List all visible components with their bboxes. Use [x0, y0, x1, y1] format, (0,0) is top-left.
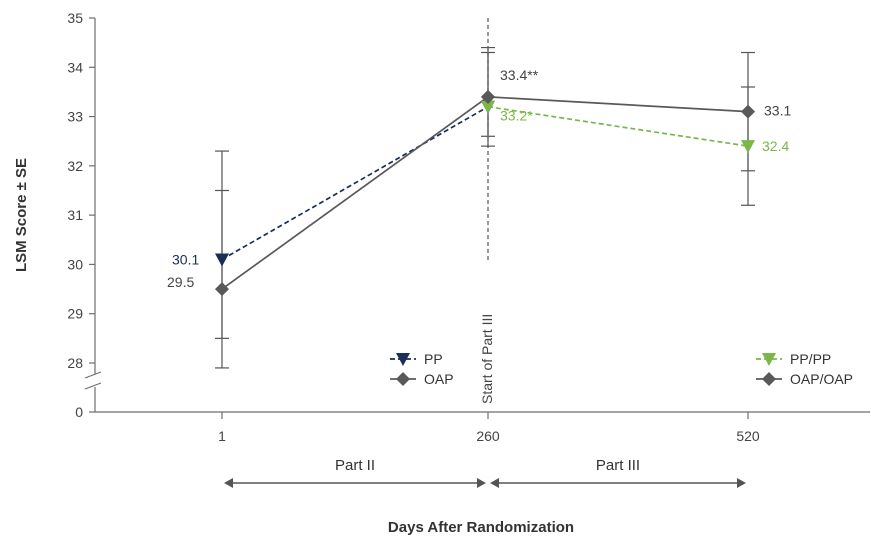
arrow-head [477, 478, 486, 488]
data-point-oap [215, 282, 229, 297]
axis-break-mark [84, 382, 102, 390]
y-tick-label: 29 [67, 306, 83, 322]
period-label: Part III [596, 457, 640, 474]
period-label: Part II [335, 457, 375, 474]
series-markers [215, 89, 755, 297]
legend-label: OAP/OAP [790, 371, 853, 387]
series-lines [221, 96, 749, 290]
data-label: 32.4 [762, 138, 789, 154]
data-label: 29.5 [167, 274, 194, 290]
data-label: 33.1 [764, 103, 791, 119]
y-tick-label: 32 [67, 158, 83, 174]
y-tick-label: 30 [67, 256, 83, 272]
data-point-oap-oap [481, 89, 495, 104]
arrow-head [224, 478, 233, 488]
data-label: 30.1 [172, 252, 199, 268]
y-tick-label: 35 [67, 10, 83, 26]
data-point-pp-pp [481, 100, 495, 114]
data-label: 33.4** [500, 67, 539, 83]
legend-marker [396, 353, 410, 366]
data-point-oap-oap [741, 104, 755, 119]
series-line-oap [221, 96, 489, 290]
data-label: 33.2* [500, 108, 533, 124]
y-tick-label: 33 [67, 109, 83, 125]
series-line-pp-pp [487, 105, 749, 147]
arrow-head [737, 478, 746, 488]
data-point-pp-pp [741, 140, 755, 154]
y-tick-label: 31 [67, 207, 83, 223]
legend-marker [762, 372, 776, 386]
axis-break-mark [84, 371, 102, 379]
data-labels: 30.1 29.5 33.2* 32.4 33.4** 33.1 [167, 67, 791, 290]
y-tick-label: 28 [67, 355, 83, 371]
y-tick-label: 34 [67, 59, 83, 75]
part-iii-start-label: Start of Part III [479, 314, 495, 404]
y-axis-title: LSM Score ± SE [13, 158, 30, 272]
series-line-oap-oap [487, 96, 749, 113]
legend-marker [762, 353, 776, 366]
legend-marker [396, 372, 410, 386]
error-bars [215, 46, 755, 369]
x-tick-label: 1 [218, 428, 226, 444]
series-line-pp [221, 105, 489, 261]
legend-label: OAP [424, 371, 454, 387]
legend-label: PP/PP [790, 351, 831, 367]
x-axis-title: Days After Randomization [388, 519, 574, 536]
legend: PP OAP PP/PP OAP/OAP [390, 351, 853, 387]
x-tick-label: 260 [476, 428, 500, 444]
x-tick-label: 520 [736, 428, 760, 444]
axes: 0 28 29 30 31 32 33 34 35 1 260 520 Start of Part II… [67, 10, 870, 444]
legend-label: PP [424, 351, 443, 367]
period-arrows: Part II Part III [224, 457, 746, 488]
arrow-head [490, 478, 499, 488]
data-point-pp [215, 253, 229, 267]
y-tick-label: 0 [75, 404, 83, 420]
